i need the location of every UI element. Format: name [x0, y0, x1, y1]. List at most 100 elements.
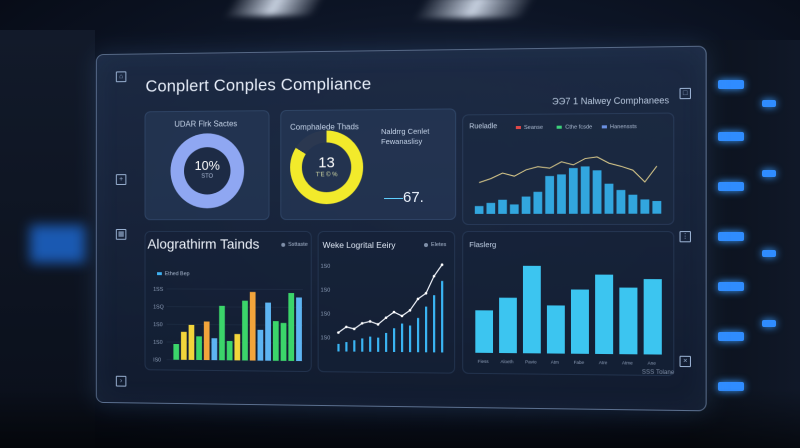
chart-point — [385, 316, 388, 319]
chart-bar — [433, 295, 435, 352]
chart-bar — [196, 336, 202, 360]
chart-bar — [557, 174, 566, 213]
chart-bar — [619, 288, 637, 355]
y-tick-label: IS0 — [153, 357, 161, 363]
chart-bar — [640, 199, 649, 213]
settings-icon[interactable]: ⋮ — [680, 231, 691, 242]
chart-point — [345, 326, 348, 329]
chart-bar — [385, 333, 387, 352]
chart-bar — [499, 298, 517, 354]
chart-bar — [204, 321, 210, 360]
chart-point — [409, 309, 412, 312]
home-icon[interactable]: ⌂ — [116, 71, 127, 82]
chart-bar — [258, 330, 264, 361]
page-subtitle: ЭЭ7 1 Nalwey Comphanees — [552, 95, 669, 106]
y-tick-label: 1S0 — [321, 264, 331, 270]
chart-bar — [545, 176, 554, 214]
x-tick-label: Atre — [599, 360, 608, 365]
chart-bar — [595, 275, 613, 355]
chart-point — [361, 322, 364, 325]
chart-bar — [273, 321, 279, 361]
card-logistic-entry[interactable]: Weke Logrital Eeiry Eletes 1S0 1S0 1S0 1S0 — [318, 231, 455, 374]
x-tick-label: Atme — [622, 360, 633, 365]
y-tick-label: 1S0 — [153, 322, 162, 328]
chart-bar — [652, 201, 661, 214]
card-algorithm-trends[interactable]: Alograthirm Tainds Ssttaste Ethed Bep 1S… — [145, 231, 312, 372]
y-tick-label: 1SQ — [153, 304, 164, 310]
chart-bar — [219, 306, 225, 360]
algorithm-bar-chart: 1SS 1SQ 1S0 1S0 IS0 — [146, 232, 311, 371]
x-tick-label: Fiess — [478, 359, 490, 364]
y-tick-label: 1SS — [153, 287, 163, 293]
chart-point — [393, 311, 396, 314]
server-rack-left — [0, 30, 95, 448]
y-tick-label: 1S0 — [321, 288, 331, 294]
card-rueladle[interactable]: Rueladle Seanse Cthe fcsde Hanenssts — [462, 113, 674, 225]
card-compliance-thads[interactable]: Comphalede Thads 13 T’E © % — [280, 108, 456, 220]
chart-bar — [569, 168, 578, 214]
chart-bar — [393, 328, 395, 352]
chart-bar — [425, 307, 427, 353]
chart-bar — [581, 166, 590, 213]
expand-icon[interactable]: + — [116, 174, 127, 185]
y-tick-label: 1S0 — [153, 340, 162, 346]
category-bar-chart: Fiess Aloeth Pavio Atm Fabe Atre Atme Ane — [463, 232, 673, 375]
chart-point — [369, 320, 372, 323]
kpi-value: 67. — [403, 189, 424, 206]
donut-value: 10% — [171, 158, 245, 173]
x-tick-label: Atm — [551, 360, 559, 365]
x-tick-label: Ane — [648, 360, 657, 365]
y-tick-label: 1S0 — [321, 311, 331, 317]
page-title: Conplert Conples Compliance — [146, 74, 372, 96]
chart-bar — [523, 266, 541, 354]
chart-bar — [417, 318, 419, 352]
ring-subvalue: T’E © % — [290, 172, 363, 178]
activity-chart — [463, 114, 673, 224]
chart-bar — [409, 326, 411, 353]
chart-bar — [353, 340, 355, 351]
chart-bar — [173, 344, 179, 360]
x-tick-label: Pavio — [525, 359, 537, 364]
chart-bar — [593, 170, 602, 213]
chart-point — [377, 323, 380, 326]
chart-bar — [361, 338, 363, 351]
x-tick-label: Aloeth — [500, 359, 513, 364]
chart-point — [417, 298, 420, 301]
kpi-label-2: Fewanaslisy — [381, 137, 422, 146]
chart-bar — [498, 200, 507, 214]
chart-bar — [441, 281, 443, 353]
kpi-indicator — [384, 198, 403, 199]
chart-bar — [522, 197, 531, 214]
grid-icon[interactable]: ▦ — [116, 229, 127, 240]
compliance-dashboard-panel: ⌂ + ▦ › □ ⋮ × Conplert Conples Complianc… — [96, 46, 707, 412]
window-icon[interactable]: □ — [680, 88, 691, 99]
chart-bar — [486, 203, 495, 214]
chart-bar — [211, 338, 217, 360]
chart-bar — [345, 342, 347, 351]
next-icon[interactable]: › — [116, 376, 127, 387]
y-tick-label: 1S0 — [321, 335, 331, 341]
chart-point — [441, 263, 444, 266]
chart-bar — [281, 323, 287, 361]
footer-text: SSS Tolane — [642, 370, 674, 376]
chart-bar — [377, 338, 379, 352]
chart-bar — [475, 206, 484, 214]
x-tick-label: Fabe — [574, 360, 585, 365]
chart-point — [433, 275, 436, 278]
trend-line-chart: 1S0 1S0 1S0 1S0 — [319, 232, 455, 373]
chart-bar — [288, 293, 294, 361]
chart-bar — [605, 184, 614, 214]
chart-line — [479, 157, 657, 183]
grid-line — [167, 307, 303, 308]
chart-bar — [234, 334, 240, 360]
chart-bar — [296, 297, 302, 361]
chart-bar — [181, 332, 187, 360]
donut-subvalue: STO — [171, 174, 245, 180]
card-flaslerg[interactable]: Flaslerg Fiess Aloeth Pavio Atm Fabe Atre Atme… — [462, 231, 674, 376]
chart-bar — [616, 190, 625, 214]
kpi-label-1: Naldrrg Cenlet — [381, 127, 429, 136]
card-flrk-sactes[interactable]: UDAR Flrk Sactes 10% STO — [145, 110, 270, 220]
close-icon[interactable]: × — [680, 356, 691, 367]
chart-bar — [401, 324, 403, 353]
chart-point — [401, 315, 404, 318]
